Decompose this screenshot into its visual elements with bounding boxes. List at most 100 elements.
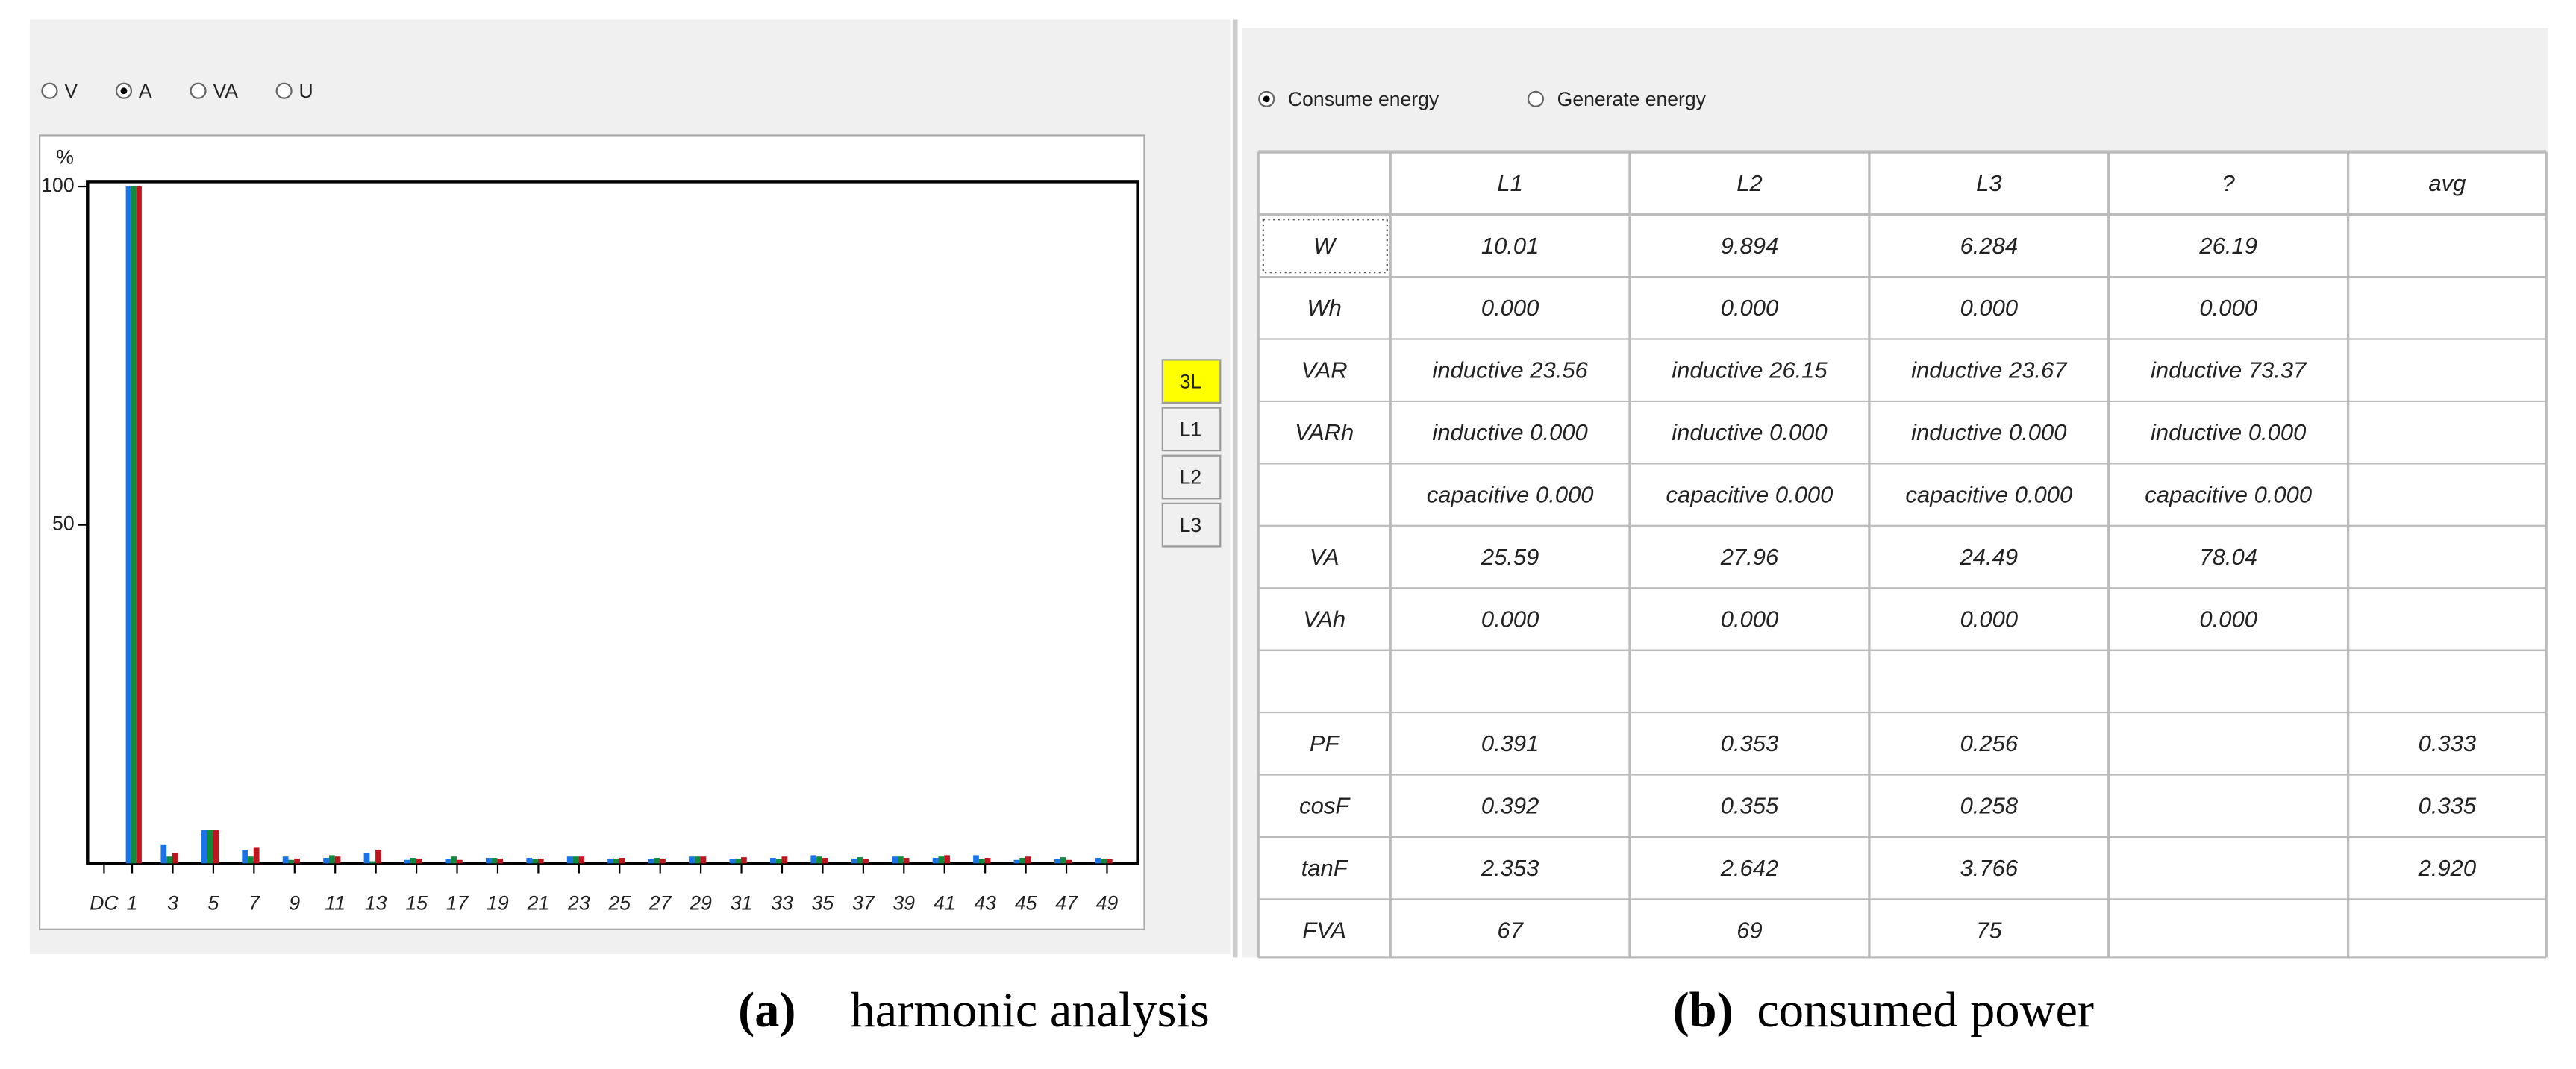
radio-button[interactable] xyxy=(275,82,293,99)
bar xyxy=(207,830,213,864)
table-cell: 26.19 xyxy=(2198,233,2257,259)
bar xyxy=(410,858,416,864)
bar xyxy=(938,856,945,864)
x-tick-label: 33 xyxy=(771,892,793,915)
table-cell: 0.391 xyxy=(1481,730,1539,756)
bar xyxy=(160,844,167,864)
bar xyxy=(288,859,295,864)
bar xyxy=(660,858,666,864)
bar xyxy=(781,856,788,864)
table-cell: 10.01 xyxy=(1481,233,1539,259)
table-cell: cosF xyxy=(1299,793,1351,819)
y-axis-label: % xyxy=(56,145,74,168)
table-cell: capacitive 0.000 xyxy=(1905,481,2072,507)
radio-button[interactable] xyxy=(1527,90,1544,107)
table-cell: 0.000 xyxy=(1960,606,2018,632)
radio-label: V xyxy=(64,80,78,102)
table-cell: 0.000 xyxy=(2199,295,2257,321)
bar xyxy=(863,859,869,864)
table-cell: 0.355 xyxy=(1721,793,1779,819)
bar xyxy=(526,858,533,864)
table-cell: 0.000 xyxy=(2199,606,2257,632)
caption-text: harmonic analysis xyxy=(851,983,1210,1038)
bar xyxy=(166,856,172,864)
bar xyxy=(404,859,410,864)
x-tick-label: 27 xyxy=(648,892,672,915)
x-tick-label: 7 xyxy=(248,892,260,915)
button-label: 3L xyxy=(1180,370,1202,392)
x-tick-label: 29 xyxy=(689,892,712,915)
bar xyxy=(735,858,742,864)
table-cell: avg xyxy=(2428,170,2466,196)
bar xyxy=(253,847,260,864)
toggle-button[interactable] xyxy=(1161,454,1222,500)
radio-label: U xyxy=(299,80,313,102)
bar xyxy=(334,856,341,864)
bar xyxy=(903,858,910,864)
table-cell: 0.256 xyxy=(1960,730,2019,756)
x-tick-label: 9 xyxy=(289,892,300,915)
bar xyxy=(898,856,904,864)
bar xyxy=(201,830,207,864)
toggle-button[interactable] xyxy=(1161,407,1222,452)
table-cell: 2.920 xyxy=(2418,855,2477,881)
x-tick-label: DC xyxy=(90,892,119,915)
radio-button[interactable] xyxy=(41,82,58,99)
table-cell: Wh xyxy=(1307,295,1341,321)
x-tick-label: 37 xyxy=(852,892,875,915)
bar xyxy=(1025,856,1031,864)
x-tick-label: 1 xyxy=(127,892,138,915)
table-cell: inductive 23.67 xyxy=(1911,357,2068,383)
table-cell: tanF xyxy=(1301,855,1349,881)
bar xyxy=(978,859,985,864)
bar xyxy=(816,856,822,864)
bar xyxy=(1095,858,1101,864)
bar xyxy=(810,855,817,864)
bar xyxy=(769,858,776,864)
bar xyxy=(973,855,979,864)
table-cell: inductive 0.000 xyxy=(1911,419,2066,445)
bar xyxy=(172,853,178,864)
bar xyxy=(822,858,828,864)
table-cell: 0.000 xyxy=(1481,606,1539,632)
focus-outline xyxy=(1262,219,1388,274)
button-label: L1 xyxy=(1180,418,1202,441)
x-tick-label: 19 xyxy=(487,892,509,915)
bar xyxy=(578,856,585,864)
caption-label: (a) xyxy=(738,983,795,1038)
table-cell: 0.392 xyxy=(1481,793,1539,819)
bar xyxy=(213,830,219,864)
radio-button[interactable] xyxy=(190,82,207,99)
bar xyxy=(572,856,579,864)
toggle-button[interactable] xyxy=(1161,359,1222,404)
button-label: L2 xyxy=(1180,466,1202,489)
toggle-button[interactable] xyxy=(1161,502,1222,548)
y-tick-label: 100 xyxy=(41,174,74,196)
bar xyxy=(1054,859,1060,864)
table-cell: 0.258 xyxy=(1960,793,2019,819)
table-cell: inductive 0.000 xyxy=(1432,419,1587,445)
x-tick-label: 17 xyxy=(446,892,469,915)
table-cell: 25.59 xyxy=(1481,544,1539,570)
table-cell: 0.000 xyxy=(1721,606,1779,632)
radio-label: VA xyxy=(213,80,238,102)
x-tick-label: 49 xyxy=(1096,892,1119,915)
bar xyxy=(700,856,707,864)
table-cell: 0.000 xyxy=(1960,295,2018,321)
bar xyxy=(694,856,701,864)
x-tick-label: 31 xyxy=(731,892,753,915)
table-cell: 0.000 xyxy=(1481,295,1539,321)
bar xyxy=(1013,859,1020,864)
bar xyxy=(1060,857,1066,864)
x-tick-label: 13 xyxy=(365,892,387,915)
radio-dot xyxy=(120,87,128,95)
bar xyxy=(775,859,782,864)
bar xyxy=(497,858,504,864)
table-cell: 2.353 xyxy=(1481,855,1539,881)
bar xyxy=(984,858,991,864)
bar xyxy=(619,858,625,864)
x-tick-label: 47 xyxy=(1055,892,1078,915)
table-cell: inductive 73.37 xyxy=(2151,357,2307,383)
table-cell: W xyxy=(1313,233,1337,259)
